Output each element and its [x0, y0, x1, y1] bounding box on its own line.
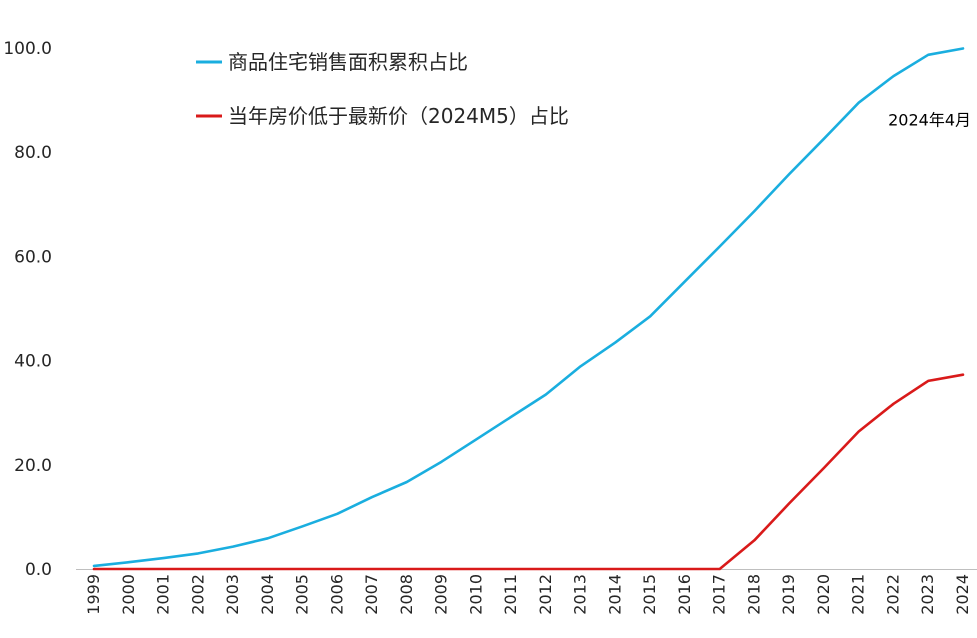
x-tick-label: 2015 — [640, 574, 659, 615]
y-tick-label: 20.0 — [14, 456, 52, 476]
x-tick-label: 2012 — [536, 574, 555, 615]
x-tick-label: 2023 — [918, 574, 937, 615]
x-tick-label: 2013 — [571, 574, 590, 615]
x-tick-label: 2005 — [293, 574, 312, 615]
legend-label-2: 当年房价低于最新价（2024M5）占比 — [228, 104, 569, 128]
annotations: 2024年4月 — [888, 111, 971, 130]
x-tick-label: 2010 — [466, 574, 485, 615]
x-axis-ticks: 1999 2000 2001 2002 2003 2004 2005 2006 2007 2008… — [84, 574, 972, 615]
y-tick-label: 40.0 — [14, 352, 52, 372]
x-tick-label: 2004 — [258, 574, 277, 615]
x-tick-label: 2001 — [154, 574, 173, 615]
x-tick-label: 2008 — [397, 574, 416, 615]
x-tick-label: 2006 — [327, 574, 346, 615]
x-tick-label: 2020 — [814, 574, 833, 615]
annotation-label: 2024年4月 — [888, 111, 971, 130]
y-tick-label: 60.0 — [14, 247, 52, 267]
series-line-2 — [92, 373, 965, 571]
series-lines — [92, 47, 965, 571]
x-tick-label: 2007 — [362, 574, 381, 615]
y-tick-label: 0.0 — [25, 560, 52, 580]
x-tick-label: 2024 — [953, 574, 972, 615]
x-tick-label: 2011 — [501, 574, 520, 615]
x-tick-label: 2002 — [188, 574, 207, 615]
x-tick-label: 2000 — [119, 574, 138, 615]
x-tick-label: 2021 — [849, 574, 868, 615]
x-tick-label: 2014 — [605, 574, 624, 615]
x-tick-label: 1999 — [84, 574, 103, 615]
x-tick-label: 2018 — [744, 574, 763, 615]
x-tick-label: 2003 — [223, 574, 242, 615]
x-tick-label: 2017 — [710, 574, 729, 615]
x-tick-label: 2019 — [779, 574, 798, 615]
x-tick-label: 2009 — [432, 574, 451, 615]
x-tick-label: 2016 — [675, 574, 694, 615]
y-axis-ticks: 0.0 20.0 40.0 60.0 80.0 100.0 — [3, 39, 52, 580]
y-tick-label: 100.0 — [3, 39, 52, 59]
y-tick-label: 80.0 — [14, 143, 52, 163]
x-tick-label: 2022 — [883, 574, 902, 615]
legend-label-1: 商品住宅销售面积累积占比 — [228, 50, 468, 74]
series-line-1 — [92, 47, 965, 568]
